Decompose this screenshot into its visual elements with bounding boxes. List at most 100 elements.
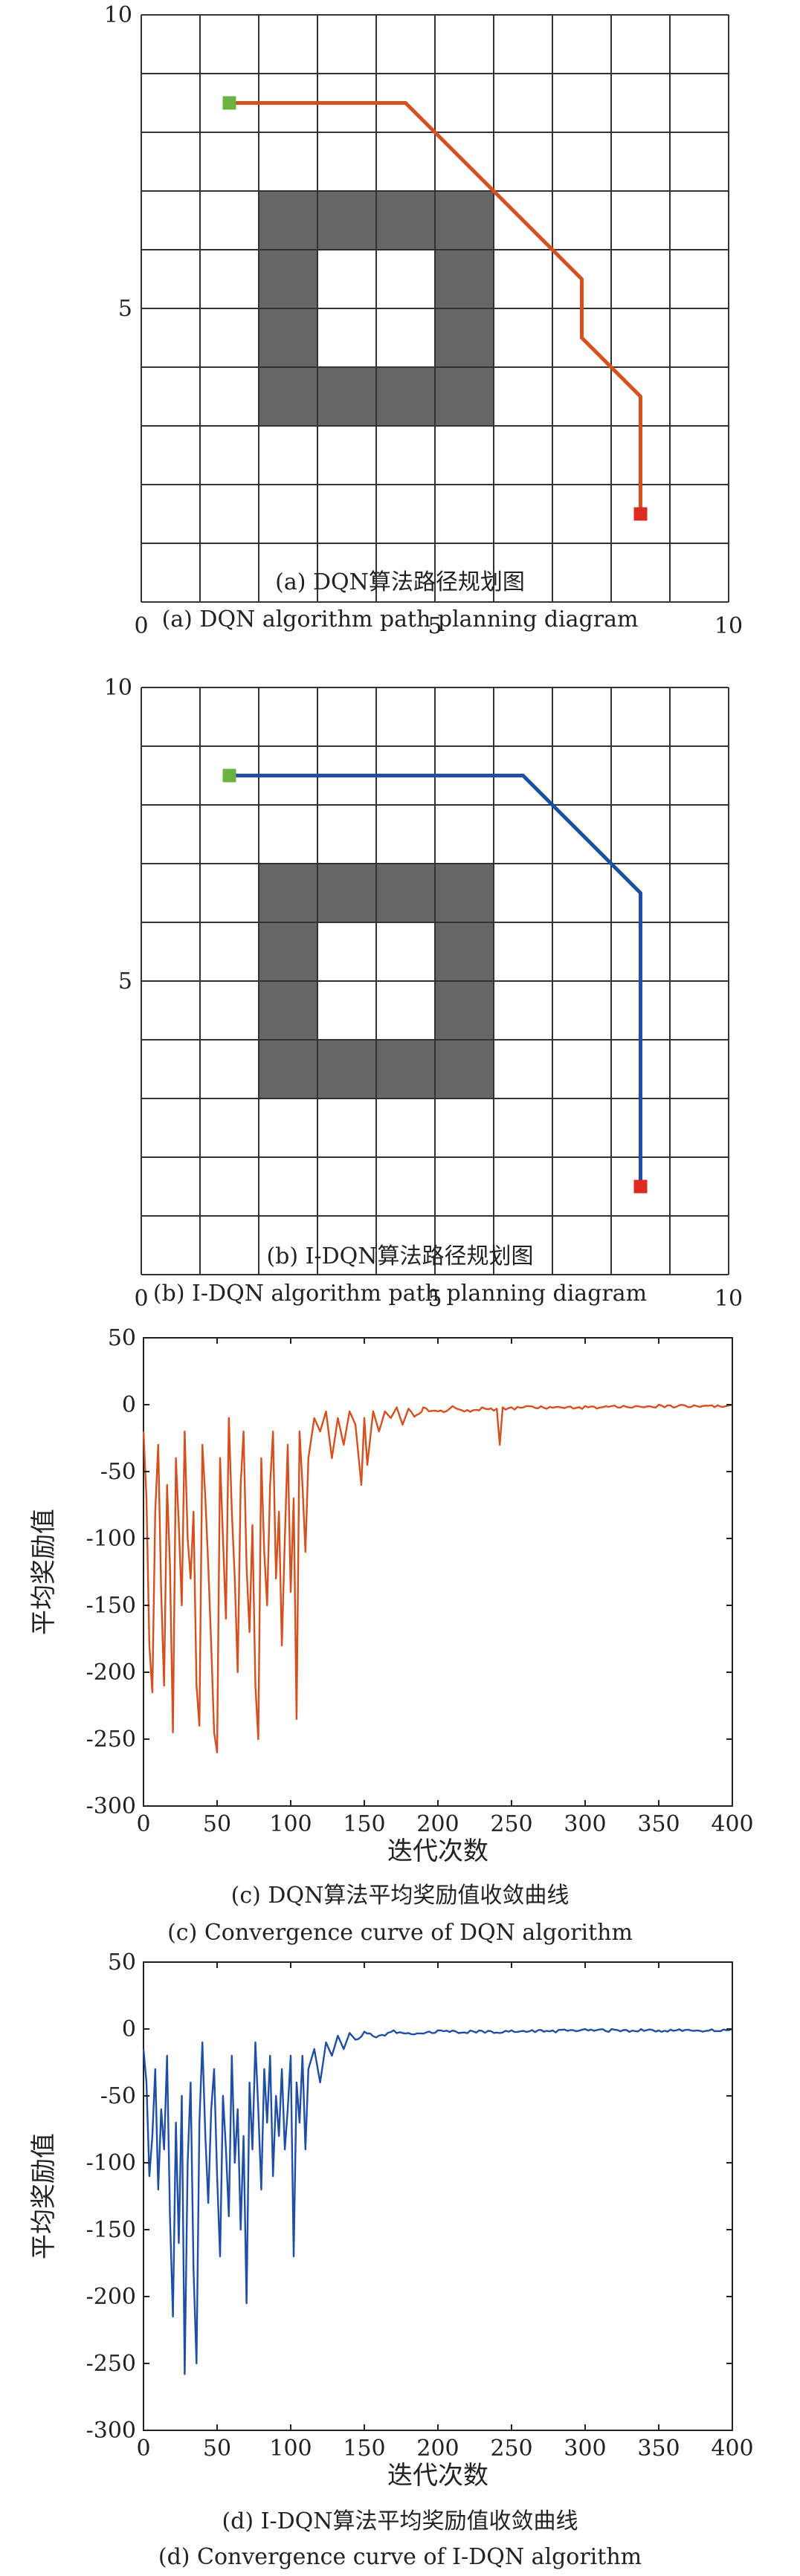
obstacle-cell [376, 1040, 435, 1098]
x-tick-label: 250 [490, 1811, 532, 1837]
caption-english: (a) DQN algorithm path planning diagram [162, 606, 639, 632]
x-tick-label: 200 [416, 1811, 459, 1837]
obstacle-region [259, 864, 494, 1098]
y-tick-label: -300 [86, 2418, 136, 2444]
axis-ticks: 0 50 100 150 200 250 300 350 400 50 0 -50 -100 -150 -2… [86, 1325, 754, 1837]
x-tick-label: 100 [269, 1811, 312, 1837]
panel-d-reward-chart: 0 50 100 150 200 250 300 350 400 50 0 -50 -100 -150 -2… [29, 1949, 754, 2570]
x-tick-label: 100 [269, 2436, 312, 2462]
obstacle-cell [435, 922, 494, 981]
y-tick-label: -250 [86, 2351, 136, 2377]
x-tick-label: 0 [136, 1811, 150, 1837]
y-tick-label: 50 [108, 1325, 136, 1351]
x-tick-label: 200 [416, 2436, 459, 2462]
obstacle-cell [435, 1040, 494, 1098]
plot-frame [143, 1961, 733, 2431]
planned-path-line [229, 101, 642, 514]
caption-chinese: (a) DQN算法路径规划图 [275, 569, 525, 595]
x-tick-label: 0 [136, 2436, 150, 2462]
panel-c-reward-chart: 0 50 100 150 200 250 300 350 400 50 0 -50 -100 -150 -2… [29, 1325, 754, 1946]
reward-series-line [142, 1403, 733, 1754]
caption-english: (b) I-DQN algorithm path planning diagra… [153, 1281, 647, 1307]
y-tick-label: -150 [86, 1593, 136, 1619]
x-tick-label: 10 [714, 1286, 743, 1312]
axis-tick-labels: 0 5 10 5 10 [104, 2, 743, 639]
y-tick-label: 0 [122, 1392, 136, 1418]
reward-series-line [142, 2028, 733, 2375]
x-tick-label: 250 [490, 2436, 532, 2462]
obstacle-cell [435, 367, 494, 426]
goal-marker [633, 507, 648, 521]
x-tick-label: 300 [564, 2436, 606, 2462]
y-tick-label: -50 [100, 2083, 136, 2109]
obstacle-cell [317, 1040, 376, 1098]
obstacle-cell [435, 191, 494, 250]
obstacle-region [259, 191, 494, 426]
x-tick-label: 150 [343, 2436, 385, 2462]
start-marker [222, 96, 236, 110]
y-tick-label: 50 [108, 1949, 136, 1975]
x-tick-label: 5 [428, 613, 442, 639]
x-tick-label: 350 [637, 1811, 680, 1837]
obstacle-cell [317, 367, 376, 426]
y-tick-label: -200 [86, 2284, 136, 2310]
obstacle-cell [259, 367, 317, 426]
y-tick-label: -300 [86, 1793, 136, 1819]
caption-chinese: (c) DQN算法平均奖励值收敛曲线 [231, 1883, 570, 1909]
obstacle-cell [376, 367, 435, 426]
x-tick-label: 400 [711, 1811, 753, 1837]
obstacle-cell [435, 250, 494, 308]
planned-path-line [229, 774, 642, 1187]
y-tick-label: -200 [86, 1660, 136, 1686]
obstacle-cell [376, 864, 435, 922]
x-tick-label: 10 [714, 613, 743, 639]
grid-lines [141, 14, 729, 603]
caption-chinese: (b) I-DQN算法路径规划图 [266, 1243, 533, 1269]
y-tick-label: -50 [100, 1459, 136, 1485]
caption-chinese: (d) I-DQN算法平均奖励值收敛曲线 [222, 2508, 578, 2534]
obstacle-cell [259, 864, 317, 922]
obstacle-cell [376, 191, 435, 250]
y-tick-label: 10 [104, 675, 132, 701]
x-tick-label: 400 [711, 2436, 753, 2462]
x-axis-label: 迭代次数 [387, 1836, 488, 1866]
obstacle-cell [259, 1040, 317, 1098]
y-tick-label: 5 [118, 296, 132, 322]
x-axis-label: 迭代次数 [387, 2461, 488, 2491]
caption-english: (c) Convergence curve of DQN algorithm [167, 1920, 633, 1946]
x-tick-label: 0 [134, 1286, 148, 1312]
x-tick-label: 5 [428, 1286, 442, 1312]
y-axis-label: 平均奖励值 [29, 1509, 59, 1635]
obstacle-cell [259, 922, 317, 981]
obstacle-cell [317, 864, 376, 922]
x-tick-label: 0 [134, 613, 148, 639]
obstacle-cell [435, 864, 494, 922]
y-tick-label: -100 [86, 2150, 136, 2176]
x-tick-label: 300 [564, 1811, 606, 1837]
goal-marker [633, 1179, 648, 1194]
grid-lines [141, 687, 729, 1275]
x-tick-label: 50 [203, 1811, 231, 1837]
y-axis-label: 平均奖励值 [29, 2133, 59, 2259]
caption-english: (d) Convergence curve of I-DQN algorithm [158, 2544, 642, 2570]
panel-b-path-chart: 0 5 10 5 10 (b) I-DQN算法路径规划图 (b) I-DQN algor… [104, 675, 743, 1312]
x-tick-label: 50 [203, 2436, 231, 2462]
obstacle-cell [435, 308, 494, 367]
axis-ticks: 0 50 100 150 200 250 300 350 400 50 0 -50 -100 -150 -2… [86, 1949, 754, 2462]
y-tick-label: -250 [86, 1726, 136, 1753]
y-tick-label: 0 [122, 2016, 136, 2042]
obstacle-cell [317, 191, 376, 250]
y-tick-label: -150 [86, 2217, 136, 2243]
y-tick-label: -100 [86, 1526, 136, 1552]
obstacle-cell [259, 308, 317, 367]
obstacle-cell [259, 191, 317, 250]
start-marker [222, 768, 236, 783]
panel-a-path-chart: 0 5 10 5 10 (a) DQN算法路径规划图 (a) DQN algorithm… [104, 2, 743, 639]
axis-tick-labels: 0 5 10 5 10 [104, 675, 743, 1312]
y-tick-label: 10 [104, 2, 132, 28]
x-tick-label: 350 [637, 2436, 680, 2462]
obstacle-cell [259, 250, 317, 308]
y-tick-label: 5 [118, 968, 132, 994]
obstacle-cell [435, 981, 494, 1040]
